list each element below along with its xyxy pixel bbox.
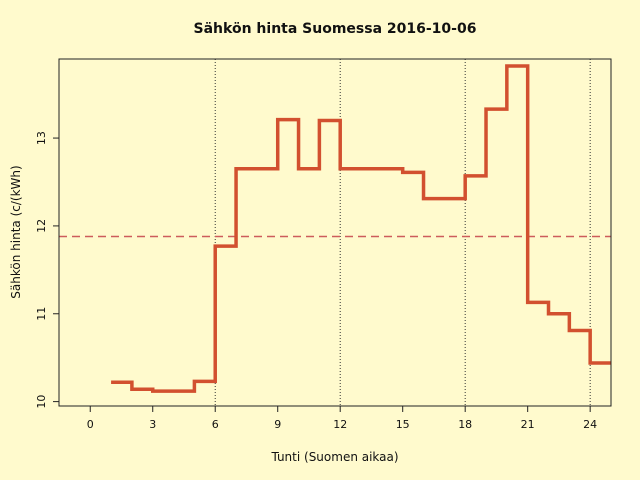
x-tick-label: 0	[87, 418, 94, 431]
x-tick-label: 6	[212, 418, 219, 431]
y-axis-label: Sähkön hinta (c/(kWh)	[9, 165, 23, 299]
plot-frame	[58, 58, 612, 407]
x-tick-label: 21	[521, 418, 535, 431]
y-axis-label-wrap: Sähkön hinta (c/(kWh)	[9, 99, 23, 298]
x-tick-label: 15	[396, 418, 410, 431]
x-tick-label: 12	[333, 418, 347, 431]
y-tick-label: 13	[35, 131, 48, 145]
x-tick-label: 3	[149, 418, 156, 431]
price-step-line	[111, 64, 611, 393]
y-tick-label: 10	[35, 395, 48, 409]
chart-title: Sähkön hinta Suomessa 2016-10-06	[193, 21, 477, 37]
y-tick-label: 12	[35, 219, 48, 233]
x-tick-label: 24	[583, 418, 597, 431]
x-axis-label: Tunti (Suomen aikaa)	[271, 450, 399, 464]
x-tick-label: 9	[274, 418, 281, 431]
y-tick-label: 11	[35, 307, 48, 321]
x-tick-label: 18	[458, 418, 472, 431]
